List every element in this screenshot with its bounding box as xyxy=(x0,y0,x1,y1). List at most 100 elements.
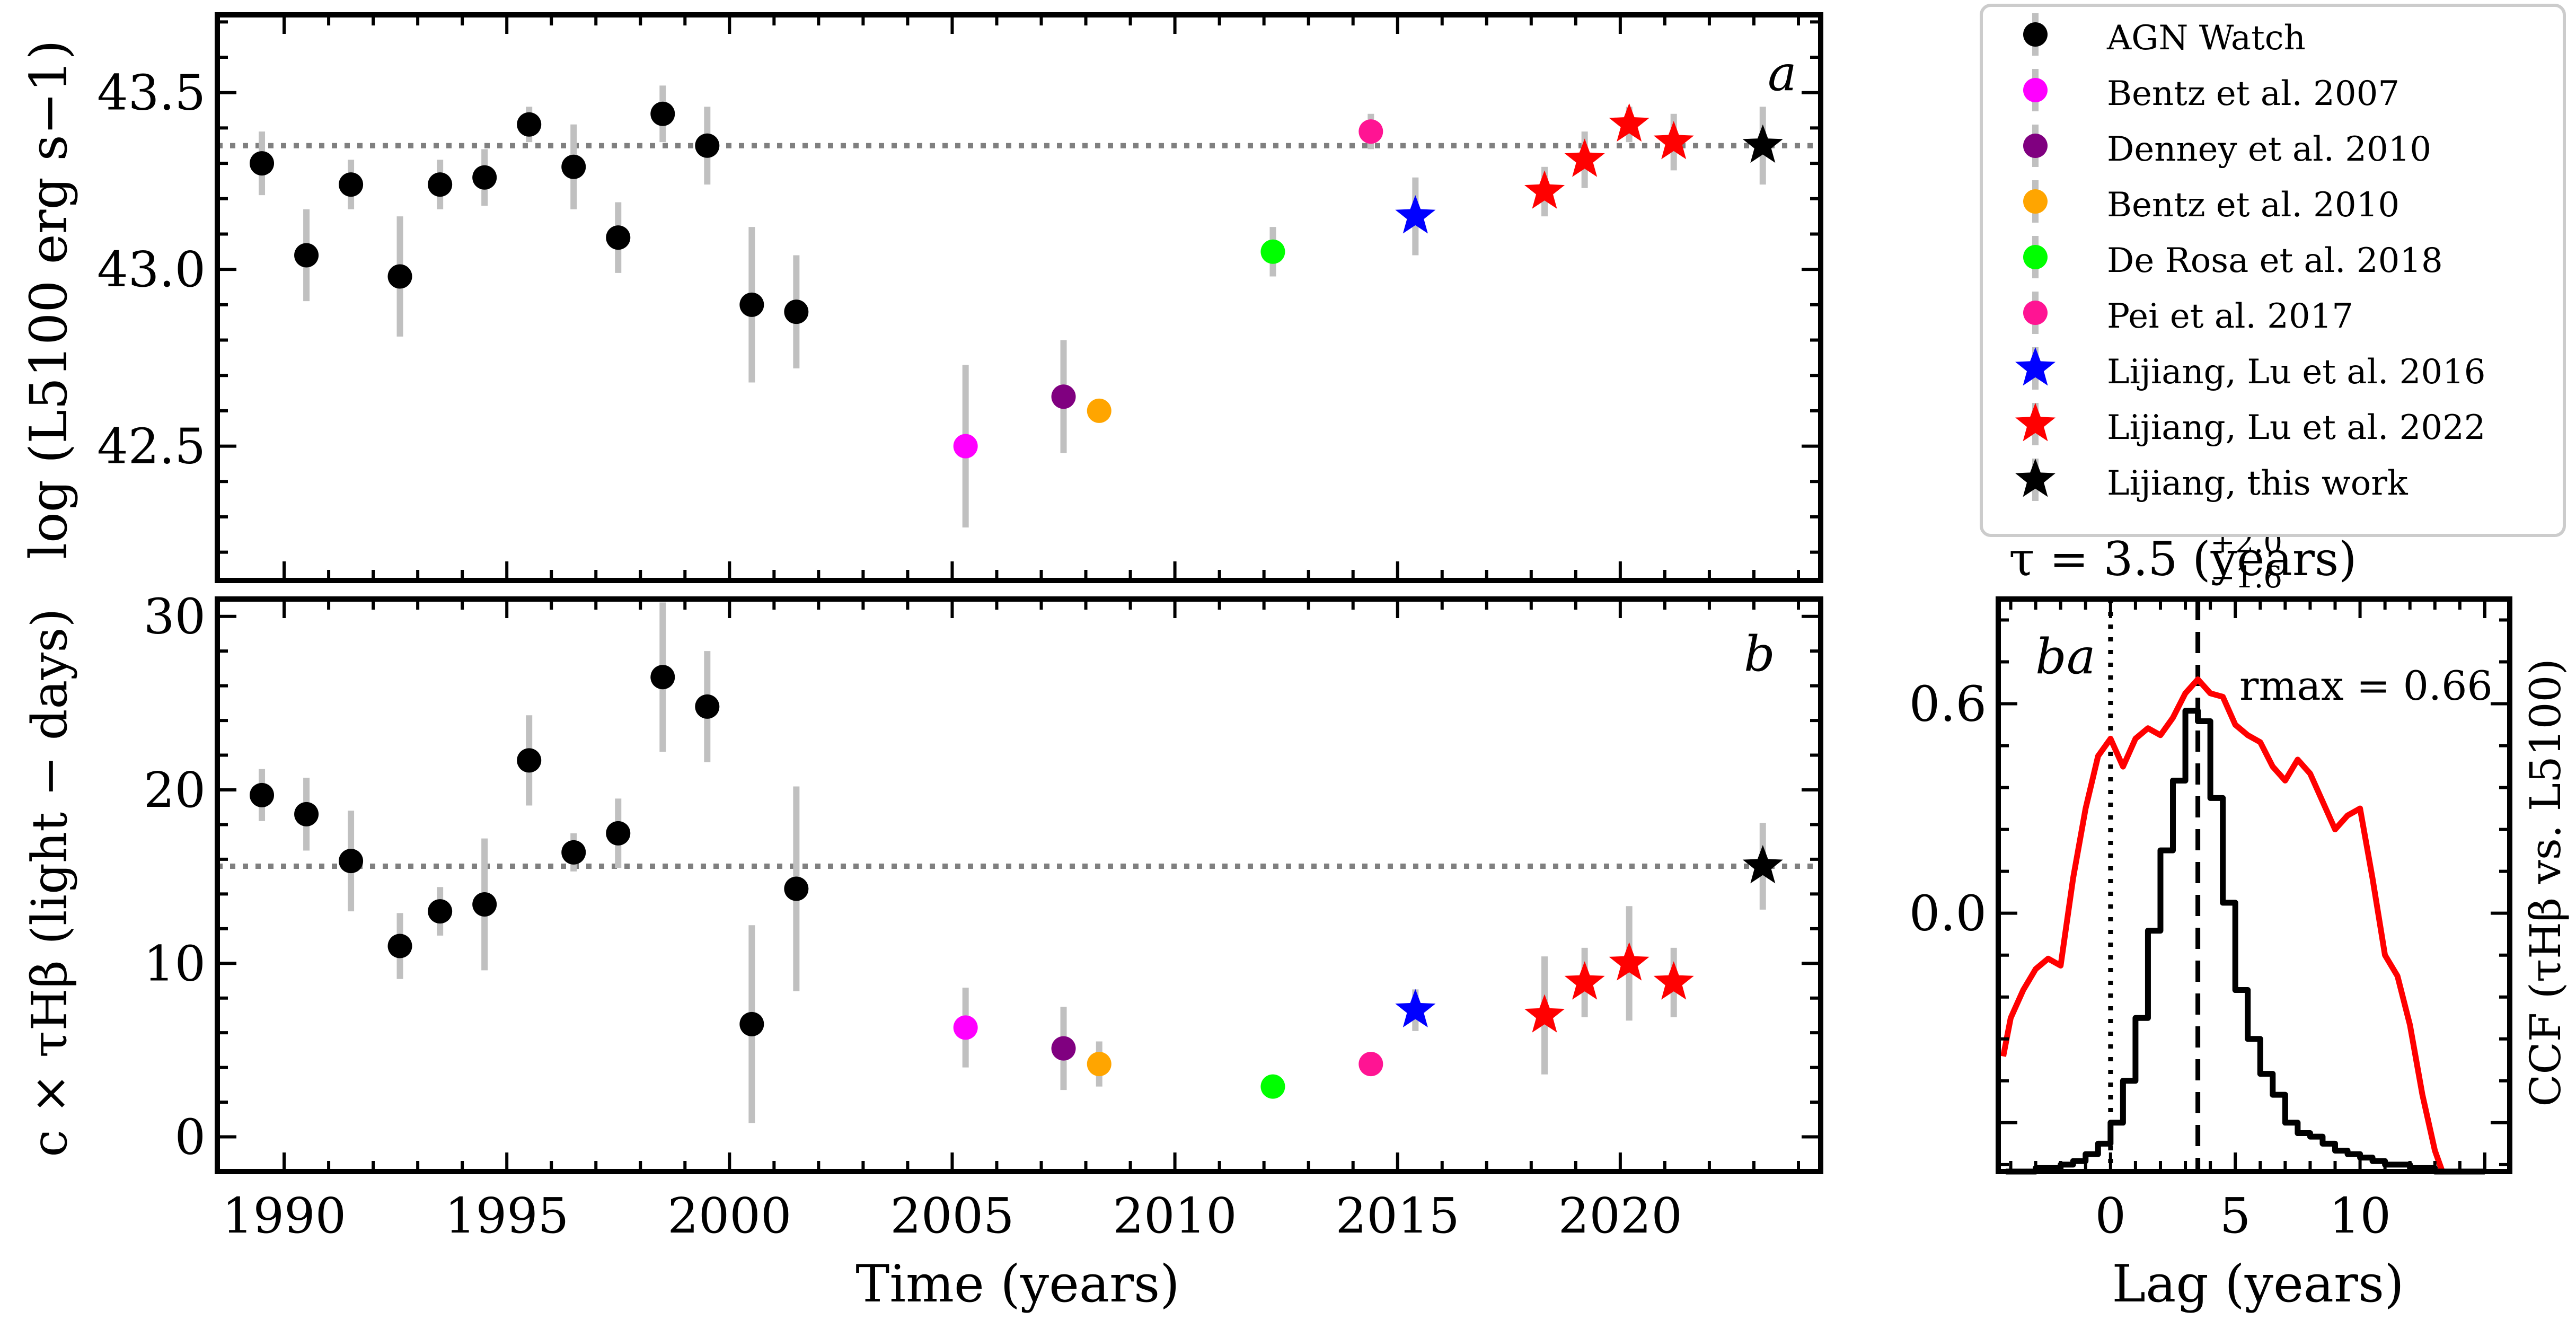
point-agn-watch xyxy=(339,849,364,874)
legend-label: AGN Watch xyxy=(2106,19,2306,58)
point-agn-watch xyxy=(387,264,412,289)
legend-entry: Lijiang, Lu et al. 2022 xyxy=(2015,403,2486,447)
point-agn-watch xyxy=(784,876,809,901)
point-agn-watch xyxy=(428,899,453,924)
panel-b-frame xyxy=(215,596,1823,1174)
y-tick-label: 30 xyxy=(144,588,206,645)
panel-ba-label: ba xyxy=(2035,628,2096,685)
panel-b-xlabel: Time (years) xyxy=(855,1254,1179,1314)
panel-b-label: b xyxy=(1744,626,1775,682)
point-lijiang-this-work xyxy=(1742,845,1783,884)
legend-marker xyxy=(2023,22,2048,47)
legend-label: Lijiang, this work xyxy=(2107,464,2409,503)
panel-ba-title: τ = 3.5 (years) xyxy=(2009,532,2357,586)
panel-ba-ylabel: CCF (τHβ vs. L5100) xyxy=(2521,658,2570,1106)
point-agn-watch xyxy=(428,172,453,197)
x-tick-label: 2015 xyxy=(1336,1187,1460,1244)
point-agn-watch xyxy=(294,802,319,826)
y-tick-label: 43.5 xyxy=(97,65,206,121)
point-lijiang-lu-et-al-2022 xyxy=(1564,138,1605,177)
x-tick-label: 2010 xyxy=(1113,1187,1237,1244)
x-tick-label: 2005 xyxy=(890,1187,1014,1244)
y-tick-label: 0.6 xyxy=(1909,676,1987,733)
legend-marker xyxy=(2015,403,2055,442)
point-lijiang-lu-et-al-2022 xyxy=(1609,103,1649,142)
point-agn-watch xyxy=(472,892,497,917)
point-agn-watch xyxy=(695,694,720,719)
legend-label: Lijiang, Lu et al. 2016 xyxy=(2107,353,2486,392)
legend-label: Bentz et al. 2010 xyxy=(2107,186,2399,225)
point-agn-watch xyxy=(250,151,275,176)
legend-entry: Lijiang, this work xyxy=(2015,459,2409,503)
point-bentz-et-al-2010 xyxy=(1087,1052,1111,1077)
point-denney-et-al-2010 xyxy=(1051,384,1076,409)
point-agn-watch xyxy=(387,934,412,958)
panel-ba-xlabel: Lag (years) xyxy=(2112,1254,2404,1314)
point-lijiang-lu-et-al-2022 xyxy=(1653,121,1694,160)
legend-label: Pei et al. 2017 xyxy=(2107,297,2353,336)
legend-entry: Pei et al. 2017 xyxy=(2023,292,2353,336)
x-tick-label: 2020 xyxy=(1558,1187,1682,1244)
panel-a: 42.5 43.0 43.5 a log (L5100 erg s−1) xyxy=(19,12,1823,583)
point-agn-watch xyxy=(472,165,497,190)
point-agn-watch xyxy=(739,292,764,317)
legend-marker xyxy=(2023,189,2048,214)
point-pei-et-al-2017 xyxy=(1358,119,1383,144)
panel-a-label: a xyxy=(1768,45,1797,102)
point-lijiang-lu-et-al-2022 xyxy=(1524,994,1565,1033)
point-agn-watch xyxy=(517,112,542,137)
point-bentz-et-al-2010 xyxy=(1087,398,1111,423)
point-agn-watch xyxy=(250,782,275,807)
panel-ba-title-text: τ = 3.5 (years) xyxy=(2009,532,2357,586)
x-tick-label: 1995 xyxy=(445,1187,569,1244)
panel-b-ylabel: c × τHβ (light − days) xyxy=(21,609,78,1157)
panel-ba-frame xyxy=(1996,596,2512,1174)
point-denney-et-al-2010 xyxy=(1051,1036,1076,1061)
legend-frame xyxy=(1980,4,2566,537)
point-agn-watch xyxy=(517,748,542,773)
panel-ba-annotation: rmax = 0.66 xyxy=(2239,662,2493,709)
y-tick-label: 43.0 xyxy=(97,241,206,298)
legend: AGN Watch Bentz et al. 2007 Denney et al. … xyxy=(1980,4,2566,537)
y-tick-label: 20 xyxy=(144,762,206,819)
point-lijiang-lu-et-al-2022 xyxy=(1609,942,1649,981)
y-tick-label: 0.0 xyxy=(1909,885,1987,942)
legend-label: Bentz et al. 2007 xyxy=(2107,74,2399,113)
point-agn-watch xyxy=(784,300,809,324)
point-lijiang-lu-et-al-2016 xyxy=(1395,195,1436,234)
point-bentz-et-al-2007 xyxy=(953,434,978,459)
panel-a-ylabel: log (L5100 erg s−1) xyxy=(19,40,78,559)
point-agn-watch xyxy=(339,172,364,197)
panel-a-frame xyxy=(215,12,1823,583)
legend-label: De Rosa et al. 2018 xyxy=(2107,241,2443,280)
point-agn-watch xyxy=(294,243,319,268)
y-tick-label: 42.5 xyxy=(97,418,206,475)
point-lijiang-lu-et-al-2022 xyxy=(1524,170,1565,209)
legend-marker xyxy=(2023,78,2048,102)
y-tick-label: 0 xyxy=(174,1109,206,1166)
legend-label: Lijiang, Lu et al. 2022 xyxy=(2107,408,2486,447)
legend-marker xyxy=(2023,301,2048,325)
point-lijiang-lu-et-al-2016 xyxy=(1395,989,1436,1027)
point-agn-watch xyxy=(650,101,675,126)
point-de-rosa-et-al-2018 xyxy=(1260,239,1285,264)
legend-entry: Denney et al. 2010 xyxy=(2023,125,2431,169)
x-tick-label: 5 xyxy=(2220,1187,2251,1244)
point-agn-watch xyxy=(561,840,586,865)
panel-ba-title-sub: −1.6 xyxy=(2210,560,2282,595)
x-tick-label: 10 xyxy=(2329,1187,2391,1244)
y-tick-label: 10 xyxy=(144,935,206,992)
legend-marker xyxy=(2023,245,2048,269)
panel-ba: 0 5 100.00.6 ba τ = 3.5 (years) +2.0 −1.6 … xyxy=(1909,525,2570,1314)
legend-marker xyxy=(2015,459,2055,497)
point-pei-et-al-2017 xyxy=(1358,1052,1383,1077)
legend-entry: Bentz et al. 2010 xyxy=(2023,180,2399,225)
legend-entry: Bentz et al. 2007 xyxy=(2023,69,2399,113)
point-agn-watch xyxy=(606,821,631,846)
panel-b: 1990 1995 2000 2005 2010 2015 2020 0 10 20 30 b c … xyxy=(21,588,1823,1314)
point-agn-watch xyxy=(561,154,586,179)
legend-entry: AGN Watch xyxy=(2023,13,2306,58)
point-agn-watch xyxy=(739,1011,764,1036)
panel-a-ylabel-text: log (L5100 erg s−1) xyxy=(19,40,78,559)
